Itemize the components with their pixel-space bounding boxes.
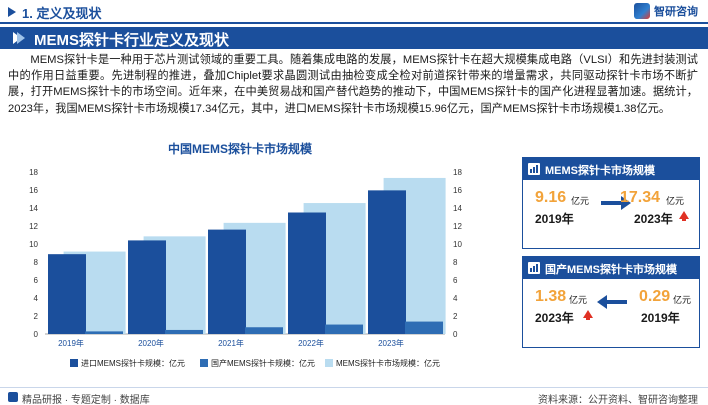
y-tick-label: 0 [34, 330, 39, 339]
legend-label: 国产MEMS探针卡规模：亿元 [211, 358, 315, 368]
logo-text: 智研咨询 [654, 6, 698, 18]
footer-source: 资料来源：公开资料、智研咨询整理 [538, 395, 698, 405]
market-size-chart: 0 2 4 6 8 10 12 14 16 18 0 2 4 6 8 10 12 14 16 18 2019年 2020年… [29, 168, 462, 368]
y-tick-label: 12 [29, 222, 38, 231]
footer-tagline: 精品研报 · 专题定制 · 数据库 [22, 395, 150, 405]
card-chart-icon [528, 163, 540, 175]
section-marker-icon [8, 7, 16, 17]
market-size-card: MEMS探针卡市场规模 9.16 亿元 2019年 17.34 亿元 2023年 [522, 157, 700, 249]
y2-tick-label: 8 [453, 258, 458, 267]
y2-tick-label: 0 [453, 330, 458, 339]
import-bar [208, 229, 246, 334]
latest-value: 1.38 [535, 288, 567, 305]
earliest-value: 0.29 [639, 288, 671, 305]
up-arrow-icon [583, 310, 593, 320]
legend-label: 进口MEMS探针卡规模：亿元 [81, 358, 185, 368]
y-tick-label: 6 [34, 276, 39, 285]
domestic-market-card: 国产MEMS探针卡市场规模 1.38 亿元 2023年 0.29 亿元 2019… [522, 256, 700, 348]
y2-tick-label: 6 [453, 276, 458, 285]
description-paragraph: MEMS探针卡是一种用于芯片测试领域的重要工具。随着集成电路的发展，MEMS探针… [8, 54, 698, 115]
x-tick-label: 2020年 [138, 338, 164, 348]
legend-swatch [70, 359, 78, 367]
end-value: 17.34 [620, 189, 661, 206]
y2-tick-label: 16 [453, 186, 462, 195]
legend-swatch [200, 359, 208, 367]
brand-logo[interactable]: 智研咨询 [634, 3, 698, 19]
latest-year: 2023年 [535, 311, 574, 325]
legend-swatch [325, 359, 333, 367]
end-year: 2023年 [634, 212, 673, 226]
footer-icon [8, 392, 18, 402]
latest-unit: 亿元 [569, 295, 588, 305]
left-arrow-icon [597, 295, 627, 309]
x-tick-label: 2023年 [378, 338, 404, 348]
y2-tick-label: 14 [453, 204, 462, 213]
import-bar [288, 212, 326, 334]
y2-tick-label: 18 [453, 168, 462, 177]
y-tick-label: 18 [29, 168, 38, 177]
domestic-bar [245, 327, 283, 334]
chart-title: 中国MEMS探针卡市场规模 [168, 142, 313, 156]
start-unit: 亿元 [571, 196, 590, 206]
domestic-bar [165, 329, 203, 334]
y-tick-label: 4 [34, 294, 39, 303]
x-tick-label: 2021年 [218, 338, 244, 348]
y2-tick-label: 12 [453, 222, 462, 231]
title-bar: MEMS探针卡行业定义及现状 [0, 27, 708, 49]
up-arrow-icon [679, 211, 689, 221]
domestic-bar [85, 331, 123, 334]
earliest-unit: 亿元 [673, 295, 692, 305]
y-tick-label: 14 [29, 204, 38, 213]
start-value: 9.16 [535, 189, 567, 206]
logo-icon [634, 3, 650, 19]
y2-tick-label: 10 [453, 240, 462, 249]
top-bar: 1. 定义及现状 智研咨询 [0, 0, 708, 24]
y2-tick-label: 2 [453, 312, 458, 321]
domestic-bar [325, 324, 363, 334]
footer: 精品研报 · 专题定制 · 数据库 资料来源：公开资料、智研咨询整理 [0, 387, 708, 405]
domestic-bar [405, 321, 443, 334]
x-tick-label: 2022年 [298, 338, 324, 348]
y-tick-label: 16 [29, 186, 38, 195]
import-bar [368, 190, 406, 334]
legend-label: MEMS探针卡市场规模：亿元 [336, 358, 440, 368]
section-title: 1. 定义及现状 [22, 6, 102, 21]
card-title: 国产MEMS探针卡市场规模 [545, 264, 677, 276]
card-header: MEMS探针卡市场规模 [523, 158, 699, 180]
earliest-year: 2019年 [641, 311, 680, 325]
page-title: MEMS探针卡行业定义及现状 [34, 32, 230, 49]
y-tick-label: 10 [29, 240, 38, 249]
y-tick-label: 8 [34, 258, 39, 267]
card-title: MEMS探针卡市场规模 [545, 165, 655, 177]
end-unit: 亿元 [666, 196, 685, 206]
y-tick-label: 2 [34, 312, 39, 321]
card-chart-icon [528, 262, 540, 274]
y2-tick-label: 4 [453, 294, 458, 303]
title-marker-icon [13, 32, 25, 44]
card-header: 国产MEMS探针卡市场规模 [523, 257, 699, 279]
x-tick-label: 2019年 [58, 338, 84, 348]
import-bar [128, 240, 166, 334]
right-arrow-icon [601, 196, 631, 210]
import-bar [48, 254, 86, 334]
start-year: 2019年 [535, 212, 574, 226]
